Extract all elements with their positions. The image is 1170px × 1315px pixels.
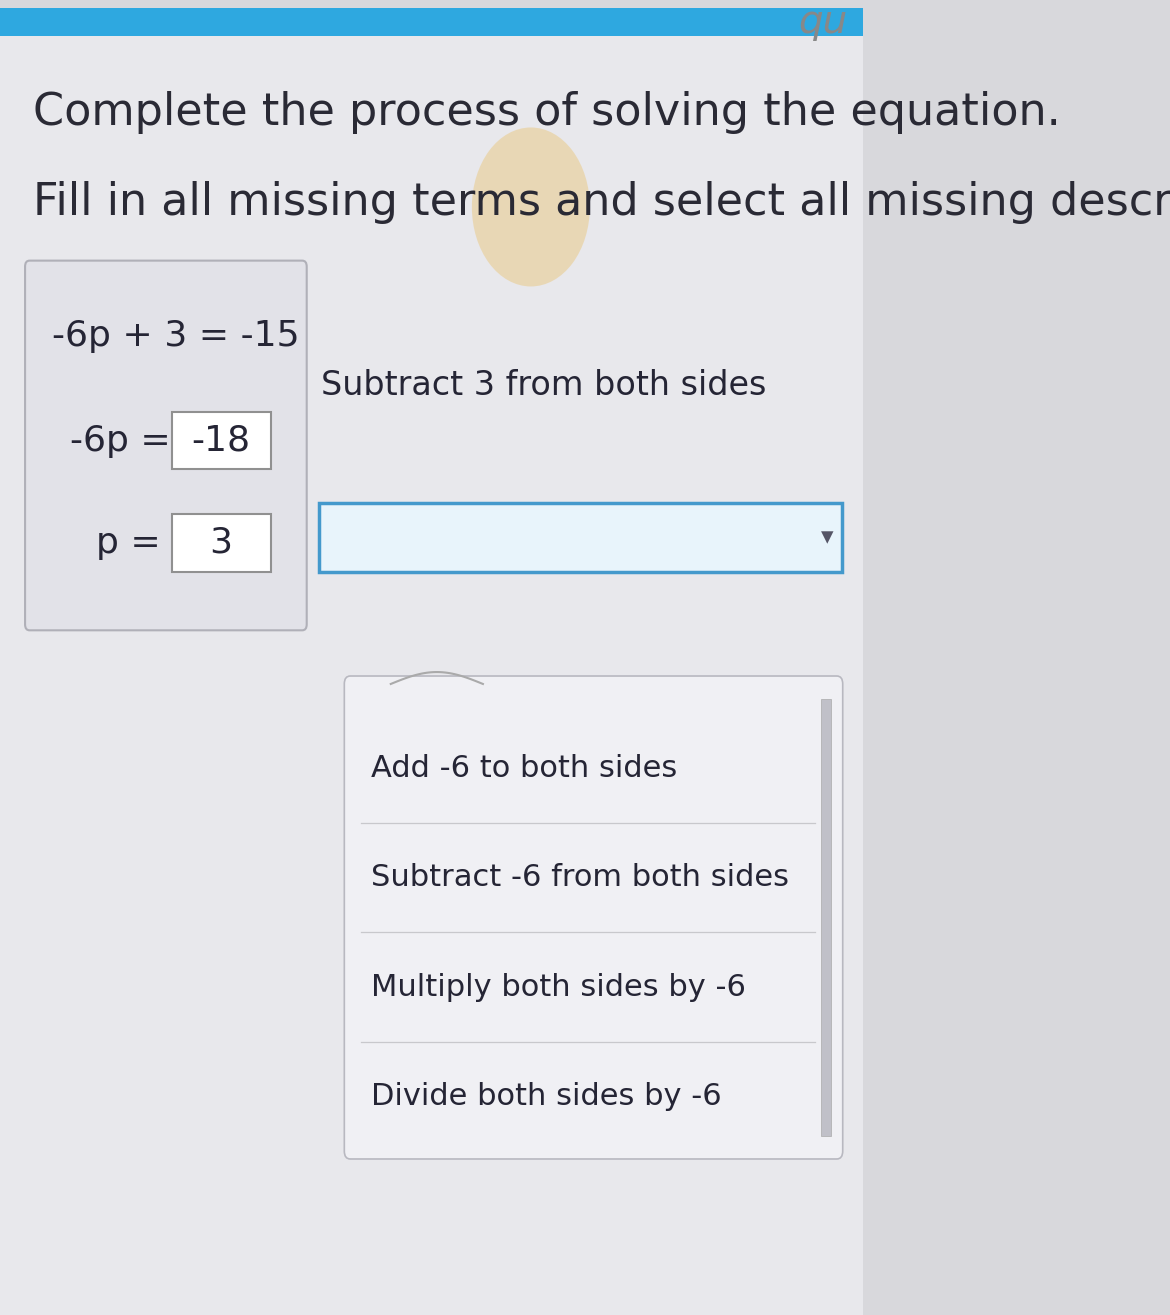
Text: Subtract 3 from both sides: Subtract 3 from both sides [321,370,766,402]
FancyBboxPatch shape [319,504,842,572]
Text: p =: p = [96,526,172,560]
Text: 3: 3 [209,526,233,560]
Text: Divide both sides by -6: Divide both sides by -6 [371,1082,722,1111]
Bar [820,698,831,1136]
Text: Add -6 to both sides: Add -6 to both sides [371,753,677,782]
FancyBboxPatch shape [172,412,270,469]
Text: Complete the process of solving the equation.: Complete the process of solving the equa… [33,91,1061,134]
Text: -18: -18 [192,423,250,458]
Text: qu: qu [799,3,848,41]
FancyBboxPatch shape [344,676,842,1159]
Text: -6p + 3 = -15: -6p + 3 = -15 [51,320,300,354]
Text: Fill in all missing terms and select all missing descrip: Fill in all missing terms and select all… [33,180,1170,224]
Text: Subtract -6 from both sides: Subtract -6 from both sides [371,863,789,893]
FancyBboxPatch shape [25,260,307,630]
Ellipse shape [472,128,590,287]
Text: -6p =: -6p = [70,423,183,458]
Bar [0,8,862,36]
Text: ▾: ▾ [821,526,833,550]
Text: Multiply both sides by -6: Multiply both sides by -6 [371,973,745,1002]
FancyBboxPatch shape [172,514,270,572]
